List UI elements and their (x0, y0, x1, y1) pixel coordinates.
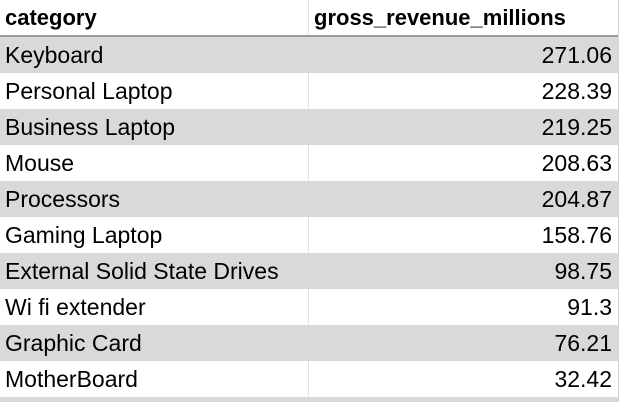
category-cell[interactable]: Processors (0, 181, 309, 217)
table-row: Personal Laptop 228.39 (0, 73, 618, 109)
category-cell[interactable]: Mouse (0, 145, 309, 181)
category-cell[interactable]: MotherBoard (0, 361, 309, 397)
table-row: External Solid State Drives 98.75 (0, 253, 618, 289)
category-cell[interactable]: Personal Laptop (0, 73, 309, 109)
header-cell-gross-revenue[interactable]: gross_revenue_millions (314, 4, 566, 30)
category-cell[interactable]: Wi fi extender (0, 289, 309, 325)
revenue-cell[interactable]: 204.87 (541, 185, 612, 212)
revenue-cell[interactable]: 76.21 (554, 329, 612, 356)
grid-right-edge (618, 0, 626, 402)
category-cell[interactable]: Business Laptop (0, 109, 309, 145)
header-row: category gross_revenue_millions (0, 0, 618, 37)
table-row: Keyboard 271.06 (0, 37, 618, 73)
category-cell[interactable]: External Solid State Drives (0, 253, 309, 289)
table-row: Gaming Laptop 158.76 (0, 217, 618, 253)
revenue-cell[interactable]: 91.3 (567, 293, 612, 320)
revenue-cell[interactable]: 271.06 (541, 41, 612, 68)
revenue-cell[interactable]: 32.42 (554, 365, 612, 392)
revenue-cell[interactable]: 98.75 (554, 257, 612, 284)
revenue-cell[interactable]: 219.25 (541, 113, 612, 140)
table-row: MotherBoard 32.42 (0, 361, 618, 397)
category-cell[interactable]: Keyboard (0, 37, 309, 73)
category-cell[interactable]: Gaming Laptop (0, 217, 309, 253)
revenue-cell[interactable]: 228.39 (541, 77, 612, 104)
table-row: Business Laptop 219.25 (0, 109, 618, 145)
category-cell[interactable]: Graphic Card (0, 325, 309, 361)
revenue-cell[interactable]: 158.76 (541, 221, 612, 248)
next-row-partial (0, 397, 618, 402)
header-cell-category[interactable]: category (0, 0, 309, 35)
table-row: Mouse 208.63 (0, 145, 618, 181)
table-row: Wi fi extender 91.3 (0, 289, 618, 325)
revenue-cell[interactable]: 208.63 (541, 149, 612, 176)
table-row: Processors 204.87 (0, 181, 618, 217)
table-row: Graphic Card 76.21 (0, 325, 618, 361)
